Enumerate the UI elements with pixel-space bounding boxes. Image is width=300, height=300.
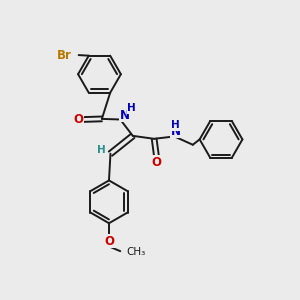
Text: O: O: [73, 113, 83, 126]
Text: N: N: [171, 124, 181, 138]
Text: H: H: [171, 120, 180, 130]
Text: CH₃: CH₃: [127, 247, 146, 257]
Text: Br: Br: [57, 49, 72, 62]
Text: H: H: [127, 103, 136, 113]
Text: N: N: [119, 109, 129, 122]
Text: O: O: [104, 235, 114, 248]
Text: H: H: [97, 145, 106, 155]
Text: O: O: [152, 156, 161, 169]
